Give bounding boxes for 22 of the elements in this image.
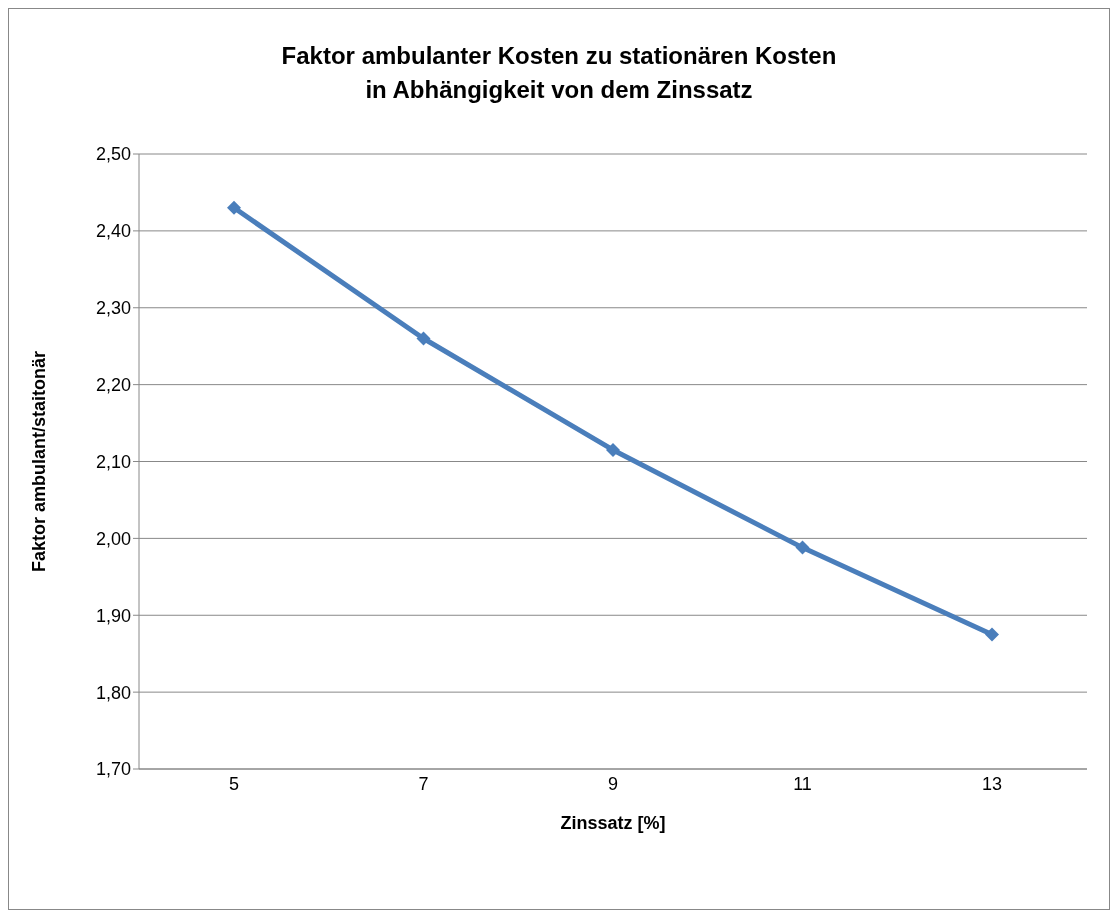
y-tick-label: 1,80 [95,682,131,703]
x-tick-label: 5 [228,773,240,794]
point [416,331,431,346]
y-tick-label: 2,30 [95,298,131,319]
y-tick-label: 1,70 [95,759,131,780]
y-tick-label: 2,00 [95,528,131,549]
chart-title: Faktor ambulanter Kosten zu stationären Kosten in Abhängigkeit von dem Zinssatz [280,41,838,105]
x-axis-title: Zinssatz [%] [560,813,666,833]
point [795,540,810,555]
point [227,200,241,215]
y-tick-label: 2,20 [95,375,131,396]
y-tick-label: 2,10 [95,451,131,472]
y-tick-label: 2,40 [95,221,131,242]
point [985,627,999,642]
y-tick-label: 1,90 [95,605,131,626]
y-axis-title: Faktor ambulant/staitonär [29,350,50,573]
x-tick-label: 11 [793,773,812,794]
x-tick-label: 13 [981,773,1003,794]
x-tick-label: 7 [418,773,429,794]
x-tick-label: 9 [607,773,619,794]
point [606,442,620,457]
y-tick-label: 2,50 [95,144,131,165]
